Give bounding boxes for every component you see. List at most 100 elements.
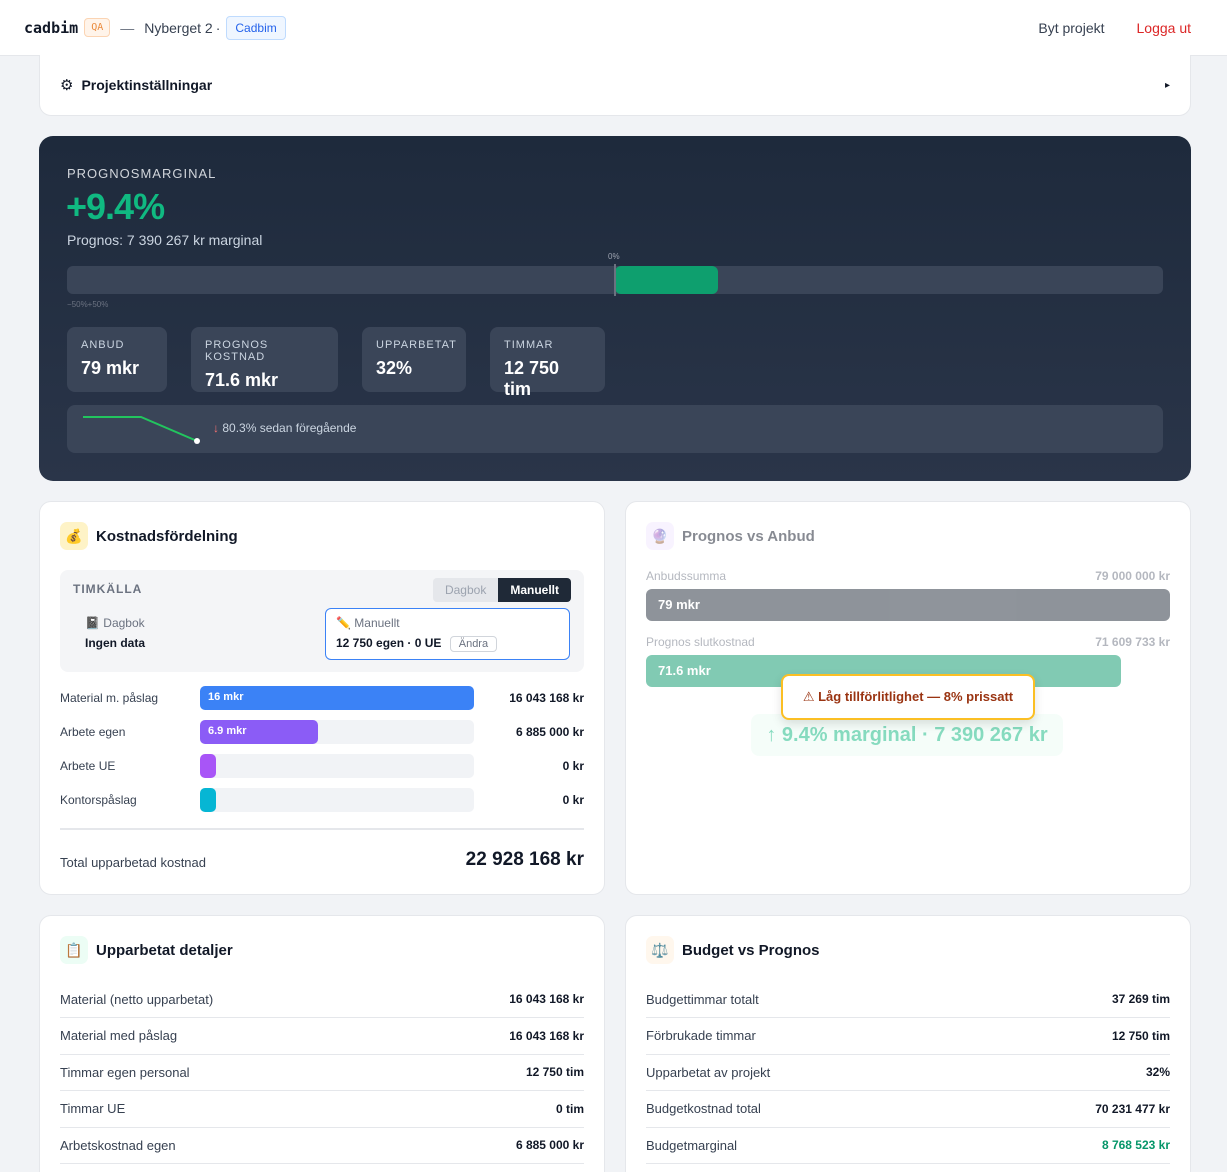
clipboard-icon: 📋 (60, 936, 88, 964)
margin-summary: ↑ 9.4% marginal · 7 390 267 kr (751, 714, 1063, 756)
margin-value: +9.4% (66, 186, 165, 227)
row-label: Upparbetat av projekt (646, 1064, 771, 1080)
row-label: Timmar egen personal (60, 1064, 190, 1080)
kpi-progress: UPPARBETAT 32% (362, 327, 466, 392)
range-label: −50%+50% (67, 300, 109, 309)
card-header: 💰 Kostnadsfördelning (60, 522, 238, 550)
row-value: 70 231 477 kr (1095, 1101, 1170, 1116)
cost-row-bar-fill: 6.9 mkr (200, 720, 318, 744)
bid-bar: 79 mkr (646, 589, 1170, 621)
zero-label: 0% (608, 252, 620, 261)
project-dot: · (215, 19, 221, 36)
header-actions: Byt projekt Logga ut (1038, 20, 1203, 36)
margin-bar (67, 264, 1163, 296)
row-value: 6 885 000 kr (515, 1138, 584, 1152)
margin-subtitle: Prognos: 7 390 267 kr marginal (67, 232, 263, 248)
kpi-forecast-cost: PROGNOS KOSTNAD 71.6 mkr (191, 327, 338, 392)
table-row: Budgetmarginal 8 768 523 kr (646, 1127, 1170, 1164)
table-row: Budgetkostnad total 70 231 477 kr (646, 1091, 1170, 1128)
kpi-label: TIMMAR (504, 339, 554, 351)
logout-link[interactable]: Logga ut (1136, 19, 1192, 36)
row-value: 8 768 523 kr (1101, 1138, 1170, 1152)
forecast-margin-panel: PROGNOSMARGINAL +9.4% Prognos: 7 390 267… (39, 136, 1191, 481)
bid-label: Anbudssumma (646, 569, 727, 583)
row-label: Timmar UE (60, 1101, 126, 1116)
forecast-label: Prognos slutkostnad (646, 635, 755, 649)
gear-icon: ⚙ (60, 77, 74, 94)
table-row: Budgettimmar totalt 37 269 tim (646, 981, 1170, 1018)
forecast-amount: 71 609 733 kr (1095, 635, 1170, 649)
kpi-label: ANBUD (81, 339, 125, 351)
margin-bar-fill (615, 266, 718, 294)
budget-vs-forecast-card: ⚖️ Budget vs Prognos Budgettimmar totalt… (625, 915, 1191, 1172)
trend-text: ↓ 80.3% sedan föregående (213, 421, 356, 435)
row-label: Budgetmarginal (646, 1137, 738, 1153)
cost-row-bar (200, 788, 474, 812)
manual-source-value: 12 750 egen · 0 UE (336, 636, 442, 650)
card-title: Kostnadsfördelning (96, 527, 238, 545)
kpi-label: UPPARBETAT (376, 339, 457, 351)
row-label: Budgettimmar totalt (646, 991, 759, 1007)
cost-row-bar: 16 mkr (200, 686, 474, 710)
diary-source-name: 📓 Dagbok (85, 616, 145, 630)
change-button[interactable]: Ändra (449, 636, 498, 652)
manual-source-value-row: 12 750 egen · 0 UE Ändra (336, 636, 559, 652)
kpi-value: 71.6 mkr (205, 370, 279, 390)
forecast-vs-bid-card: 🔮 Prognos vs Anbud Anbudssumma 79 000 00… (625, 501, 1191, 895)
cost-row-bar-fill (200, 788, 216, 812)
row-value: 0 tim (555, 1101, 584, 1116)
sparkline (83, 416, 200, 444)
cost-row-bar: 6.9 mkr (200, 720, 474, 744)
table-row: Upparbetat av projekt 32% (646, 1054, 1170, 1091)
table-row: Material med påslag 16 043 168 kr (60, 1018, 584, 1055)
hour-source-label: TIMKÄLLA (73, 582, 143, 596)
bid-amount: 79 000 000 kr (1095, 569, 1170, 583)
card-header: 🔮 Prognos vs Anbud (646, 522, 815, 550)
diary-source-value: Ingen data (85, 636, 146, 650)
row-value: 12 750 tim (525, 1065, 584, 1079)
project-settings-toggle[interactable]: ⚙ Projektinställningar ▸ (39, 55, 1191, 116)
row-label: Budgetkostnad total (646, 1101, 761, 1116)
row-value: 12 750 tim (1111, 1028, 1170, 1043)
table-row: Material (netto upparbetat) 16 043 168 kr (60, 981, 584, 1018)
toggle-diary[interactable]: Dagbok (432, 578, 499, 602)
total-value: 22 928 168 kr (465, 849, 584, 870)
card-header: 📋 Upparbetat detaljer (60, 936, 233, 964)
margin-label: PROGNOSMARGINAL (67, 166, 217, 181)
cost-row-label: Material m. påslag (60, 691, 159, 705)
cost-row-bar (200, 754, 474, 778)
row-label: Material med påslag (60, 1028, 178, 1043)
cost-distribution-card: 💰 Kostnadsfördelning TIMKÄLLA Dagbok Man… (39, 501, 605, 895)
trend-strip: ↓ 80.3% sedan föregående (67, 405, 1163, 453)
scales-icon: ⚖️ (646, 936, 674, 964)
row-value: 32% (1145, 1065, 1170, 1079)
kpi-label: PROGNOS KOSTNAD (205, 339, 269, 363)
manual-source[interactable]: ✏️ Manuellt 12 750 egen · 0 UE Ändra (325, 608, 570, 660)
trend-down-icon: ↓ (213, 421, 219, 435)
hour-source-toggle: Dagbok Manuellt (432, 578, 571, 602)
kpi-value: 79 mkr (81, 358, 140, 378)
table-row: Timmar UE 0 tim (60, 1091, 584, 1128)
cost-row-value: 0 kr (562, 793, 584, 807)
zero-marker (614, 264, 616, 296)
brand-logo[interactable]: cadbim (24, 18, 79, 37)
cost-row-label: Arbete egen (60, 725, 126, 739)
row-label: Arbetskostnad egen (60, 1137, 176, 1153)
toggle-manual[interactable]: Manuellt (498, 578, 571, 602)
hour-source-box: TIMKÄLLA Dagbok Manuellt 📓 Dagbok Ingen … (60, 570, 584, 672)
top-bar: cadbim QA — Nyberget 2 · Cadbim Byt proj… (0, 0, 1227, 56)
crystal-ball-icon: 🔮 (646, 522, 674, 550)
table-row: Arbetskostnad egen 6 885 000 kr (60, 1127, 584, 1164)
total-label: Total upparbetad kostnad (60, 855, 206, 870)
card-title: Budget vs Prognos (682, 941, 820, 959)
kpi-bid: ANBUD 79 mkr (67, 327, 167, 392)
low-reliability-warning: ⚠ Låg tillförlitlighet — 8% prissatt (781, 674, 1035, 720)
divider (60, 828, 584, 830)
sparkline-line (83, 416, 198, 442)
cost-row-bar-fill: 16 mkr (200, 686, 474, 710)
cost-row-value: 6 885 000 kr (515, 725, 584, 739)
kpi-hours: TIMMAR 12 750 tim (490, 327, 605, 399)
expand-arrow-icon: ▸ (1164, 79, 1170, 91)
row-value: 16 043 168 kr (509, 992, 584, 1006)
switch-project-link[interactable]: Byt projekt (1038, 19, 1105, 36)
